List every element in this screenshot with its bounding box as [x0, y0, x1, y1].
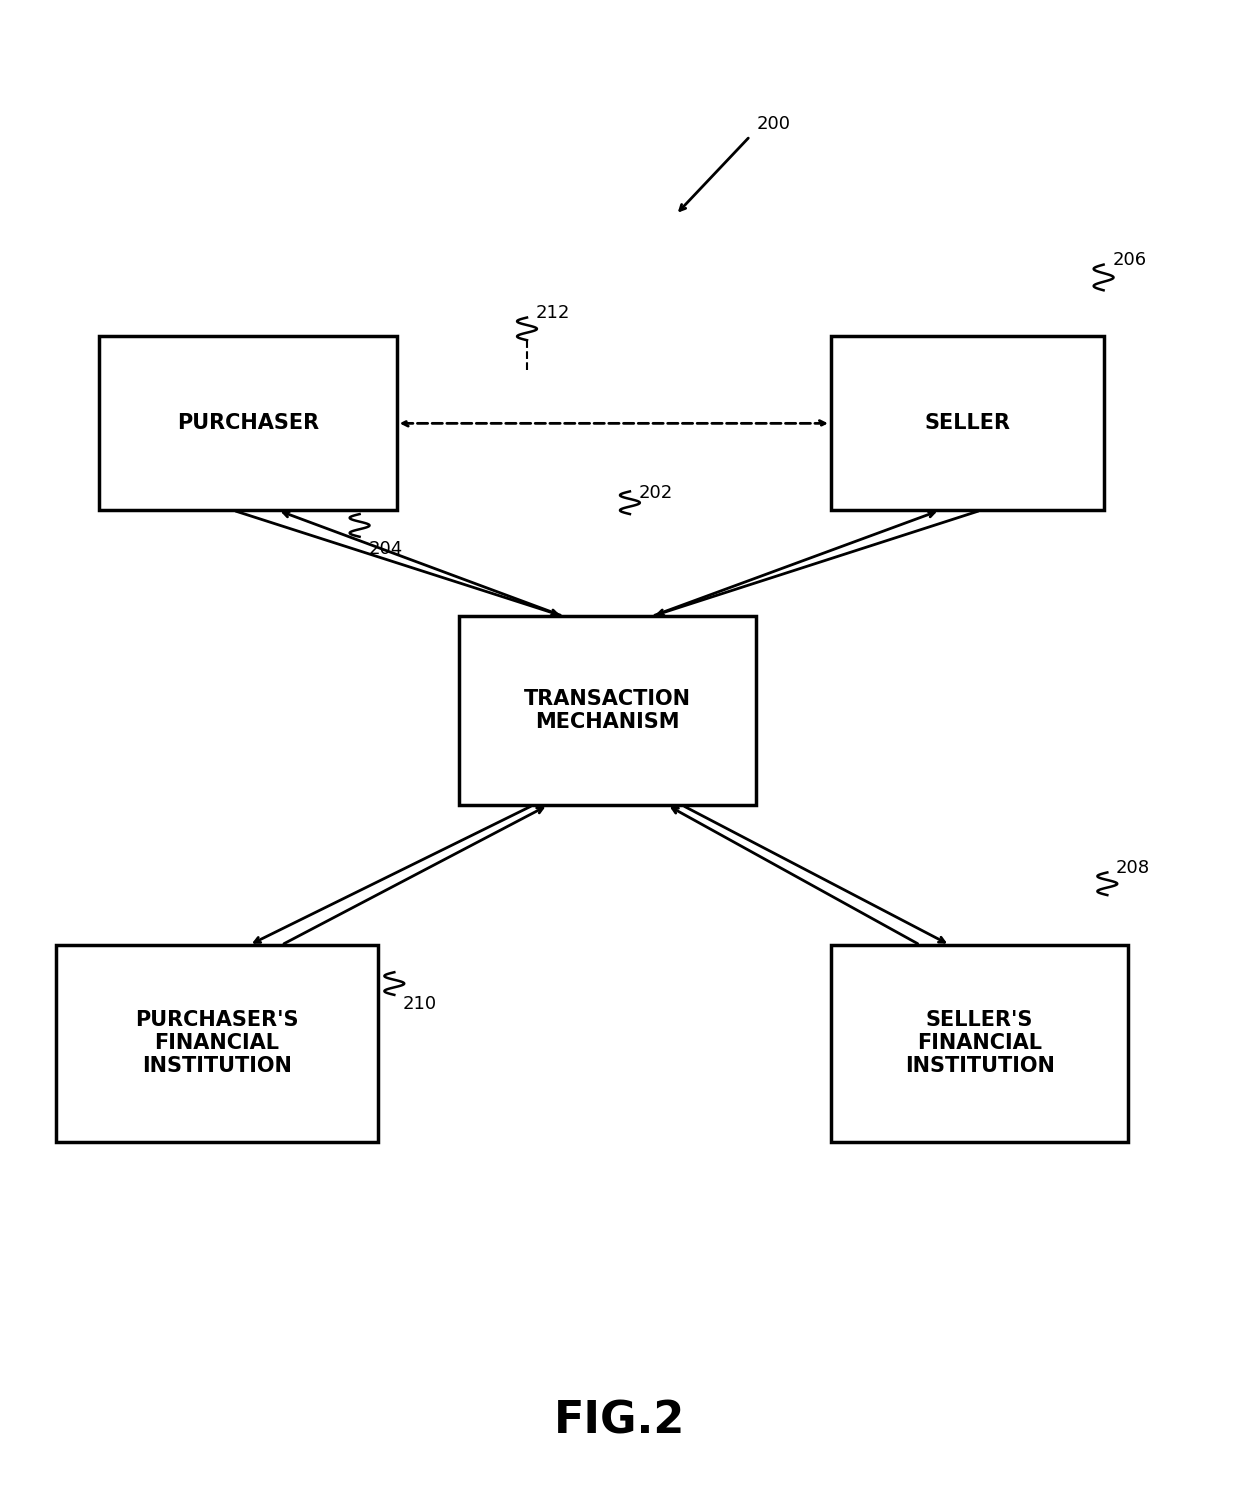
Text: 202: 202 [639, 484, 673, 502]
Bar [831, 945, 1128, 1142]
Text: SELLER'S
FINANCIAL
INSTITUTION: SELLER'S FINANCIAL INSTITUTION [905, 1010, 1054, 1077]
Text: TRANSACTION
MECHANISM: TRANSACTION MECHANISM [525, 689, 691, 732]
Bar [831, 337, 1104, 511]
Bar [459, 617, 756, 804]
Text: SELLER: SELLER [924, 413, 1011, 434]
Text: 204: 204 [368, 540, 403, 558]
Text: FIG.2: FIG.2 [554, 1400, 686, 1442]
Bar [56, 945, 378, 1142]
Text: PURCHASER'S
FINANCIAL
INSTITUTION: PURCHASER'S FINANCIAL INSTITUTION [135, 1010, 299, 1077]
Text: 200: 200 [756, 115, 790, 133]
Text: PURCHASER: PURCHASER [177, 413, 319, 434]
Text: 210: 210 [403, 995, 438, 1013]
Text: 208: 208 [1116, 859, 1151, 877]
Bar [99, 337, 397, 511]
Text: 212: 212 [536, 304, 570, 322]
Text: 206: 206 [1112, 251, 1147, 269]
